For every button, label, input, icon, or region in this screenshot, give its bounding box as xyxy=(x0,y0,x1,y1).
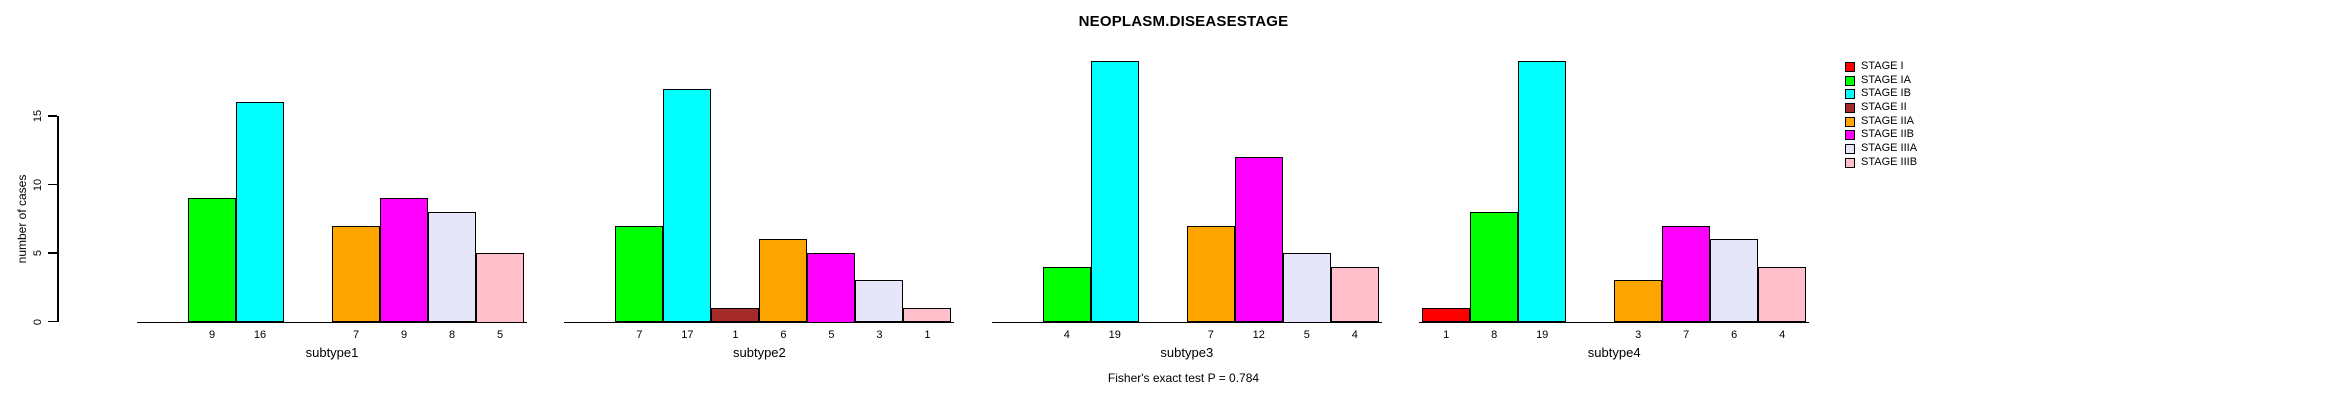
y-axis-tick xyxy=(48,252,57,254)
bar xyxy=(428,211,476,323)
bar-value-label: 17 xyxy=(681,328,694,341)
bar xyxy=(188,198,236,323)
bar xyxy=(380,198,428,323)
y-axis-line xyxy=(57,116,59,322)
legend-swatch xyxy=(1845,102,1855,113)
legend-swatch xyxy=(1845,61,1855,72)
y-axis-tick xyxy=(48,320,57,323)
bar-value-label: 7 xyxy=(1683,328,1690,341)
y-axis-tick-label: 5 xyxy=(32,249,44,257)
legend-item: STAGE II xyxy=(1845,101,1917,115)
legend-item: STAGE IIA xyxy=(1845,115,1917,129)
legend-swatch xyxy=(1845,130,1855,141)
legend-swatch xyxy=(1845,89,1855,100)
category-label: subtype2 xyxy=(733,344,786,360)
legend-swatch xyxy=(1845,75,1855,86)
legend-swatch xyxy=(1845,116,1855,127)
bar xyxy=(1662,225,1711,323)
bar-value-label: 8 xyxy=(1491,328,1498,341)
bar xyxy=(476,253,524,323)
bar xyxy=(807,253,856,323)
y-axis-tick-label: 10 xyxy=(32,178,44,191)
bar-value-label: 12 xyxy=(1252,328,1265,341)
y-axis-tick-label: 0 xyxy=(32,318,44,325)
bar-value-label: 9 xyxy=(208,328,216,341)
bar-value-label: 3 xyxy=(1635,328,1642,341)
fisher-test-annotation: Fisher's exact test P = 0.784 xyxy=(1107,371,1260,385)
legend-item: STAGE IA xyxy=(1845,74,1917,88)
category-label: subtype1 xyxy=(305,344,359,360)
bar xyxy=(1518,61,1567,323)
legend-item: STAGE IB xyxy=(1845,87,1917,101)
y-axis-tick xyxy=(48,183,57,186)
bar xyxy=(1330,266,1379,323)
bar xyxy=(1710,239,1759,323)
y-axis-label: number of cases xyxy=(15,174,29,264)
bar xyxy=(1042,266,1091,323)
bar-value-label: 9 xyxy=(400,328,408,341)
category-label: subtype3 xyxy=(1160,344,1214,360)
legend-item: STAGE IIIA xyxy=(1845,142,1917,156)
bar-value-label: 1 xyxy=(924,328,931,341)
legend-label: STAGE IIA xyxy=(1861,114,1914,127)
bar-value-label: 1 xyxy=(732,328,739,341)
bar xyxy=(855,280,904,323)
bar-value-label: 5 xyxy=(828,328,835,341)
legend-item: STAGE IIIB xyxy=(1845,156,1917,170)
bar-value-label: 7 xyxy=(636,328,643,341)
legend-label: STAGE IA xyxy=(1861,73,1911,86)
bar xyxy=(236,102,284,323)
legend-swatch xyxy=(1845,157,1855,168)
legend-label: STAGE IIIB xyxy=(1861,155,1918,168)
bar-value-label: 3 xyxy=(876,328,883,341)
bar xyxy=(663,88,712,323)
bar xyxy=(1186,225,1235,323)
bar-value-label: 19 xyxy=(1536,328,1549,341)
bar-value-label: 6 xyxy=(780,328,787,341)
chart-title: NEOPLASM.DISEASESTAGE xyxy=(1078,13,1289,30)
bar xyxy=(1470,211,1519,323)
legend-label: STAGE II xyxy=(1861,101,1907,114)
legend-label: STAGE I xyxy=(1861,60,1904,72)
bar xyxy=(1282,253,1331,323)
legend-item: STAGE IIB xyxy=(1845,128,1917,142)
y-axis-tick xyxy=(48,115,57,117)
bar-value-label: 5 xyxy=(496,328,504,341)
bar xyxy=(759,239,808,323)
bar-value-label: 1 xyxy=(1443,328,1450,341)
bar-value-label: 7 xyxy=(352,328,360,341)
legend-label: STAGE IB xyxy=(1861,87,1911,100)
legend-swatch xyxy=(1845,143,1855,154)
legend-item: STAGE I xyxy=(1845,60,1917,74)
bar-value-label: 5 xyxy=(1303,328,1310,341)
bar xyxy=(1758,266,1807,323)
bar xyxy=(1234,157,1283,323)
bar xyxy=(1090,61,1139,323)
bar-value-label: 4 xyxy=(1779,328,1786,341)
bar-value-label: 4 xyxy=(1351,328,1358,341)
bar xyxy=(1422,307,1471,323)
bar xyxy=(332,225,380,323)
bar-value-label: 6 xyxy=(1731,328,1738,341)
bar-value-label: 19 xyxy=(1108,328,1121,341)
bar xyxy=(903,307,952,323)
legend-label: STAGE IIB xyxy=(1861,128,1914,141)
legend: STAGE I STAGE IA STAGE IB STAGE II STAGE IIA… xyxy=(1845,60,1917,170)
bar-value-label: 8 xyxy=(448,328,456,341)
bar xyxy=(615,225,664,323)
y-axis-tick-label: 15 xyxy=(32,109,44,123)
bar-value-label: 7 xyxy=(1207,328,1214,341)
legend-label: STAGE IIIA xyxy=(1861,142,1918,155)
bar-value-label: 4 xyxy=(1063,328,1070,341)
bar xyxy=(1614,280,1663,323)
bar xyxy=(711,307,760,323)
category-label: subtype4 xyxy=(1587,344,1641,360)
bar-value-label: 16 xyxy=(253,328,267,341)
